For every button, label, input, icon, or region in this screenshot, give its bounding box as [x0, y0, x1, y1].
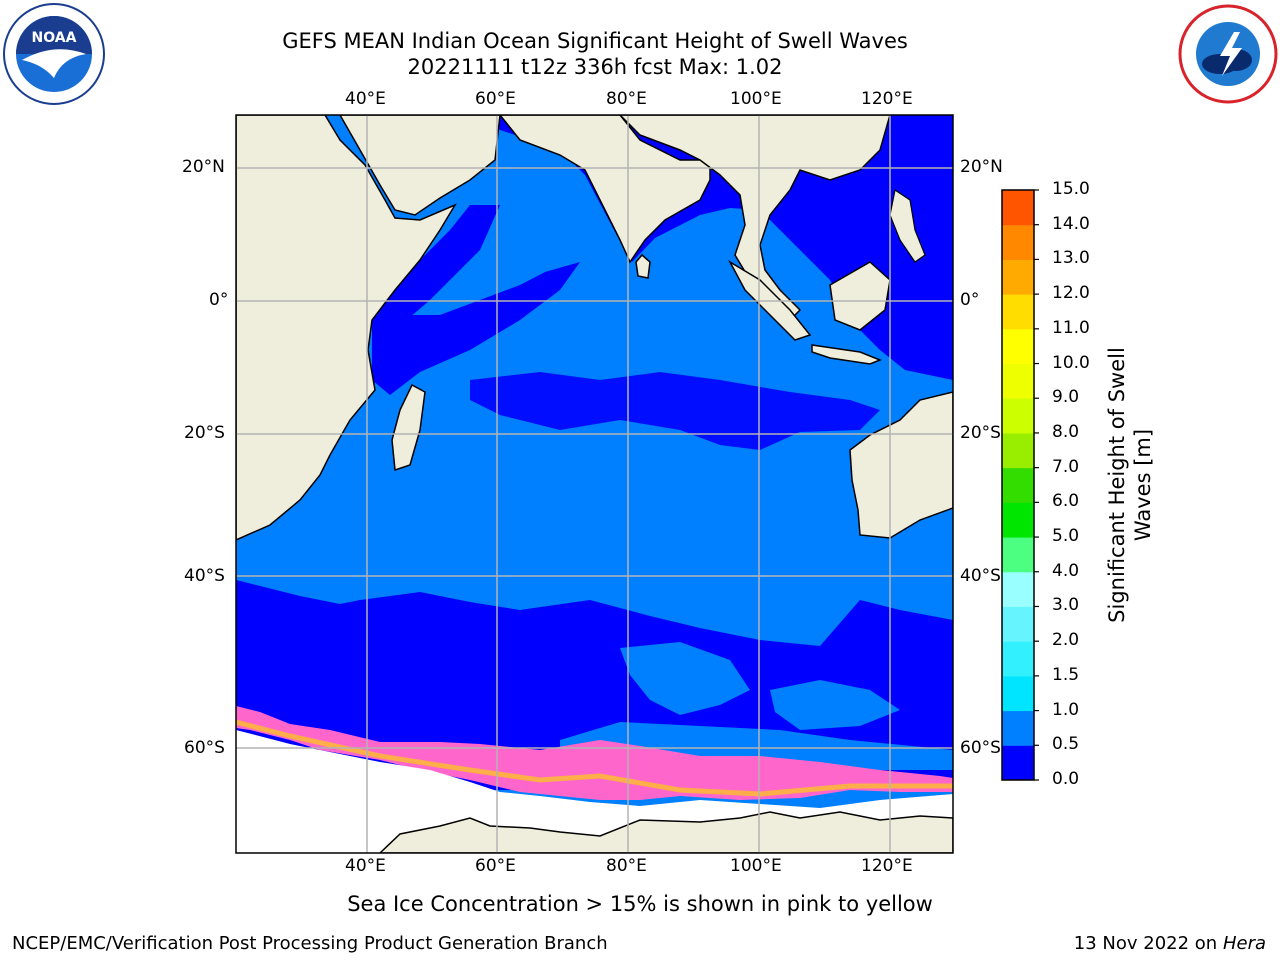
host-label: Hera	[1222, 933, 1266, 954]
date-label: 13 Nov 2022 on	[1073, 933, 1218, 954]
noaa-logo: NOAA	[3, 3, 105, 105]
svg-text:NOAA: NOAA	[32, 30, 77, 46]
colorbar-tick-label: 2.0	[1052, 630, 1080, 651]
colorbar-tick-label: 5.0	[1052, 526, 1080, 547]
colorbar-segment	[1002, 675, 1034, 712]
lon-label-bottom: 120°E	[861, 856, 913, 876]
colorbar-tick-label: 13.0	[1052, 248, 1090, 269]
colorbar-tick-label: 3.0	[1052, 595, 1080, 616]
lon-label-top: 100°E	[730, 89, 782, 109]
colorbar-tick-label: 11.0	[1052, 317, 1090, 338]
nws-logo	[1178, 4, 1278, 104]
sri-lanka-land	[635, 253, 651, 279]
lat-label-left: 20°N	[182, 157, 225, 177]
sea-ice-edge	[236, 719, 953, 797]
colorbar-segment	[1002, 537, 1034, 573]
colorbar	[1001, 189, 1039, 781]
southeast-asia-land	[618, 115, 891, 321]
colorbar-segment	[1002, 294, 1034, 330]
colorbar-tick-label: 12.0	[1052, 283, 1090, 304]
colorbar-tick-label: 8.0	[1052, 421, 1080, 442]
northern-ocean-low-swell	[370, 115, 953, 380]
title-line-1: GEFS MEAN Indian Ocean Significant Heigh…	[282, 29, 908, 53]
lon-label-top: 120°E	[861, 89, 913, 109]
lon-label-bottom: 100°E	[730, 856, 782, 876]
colorbar-segment	[1002, 328, 1034, 365]
australia-land	[849, 391, 953, 539]
colorbar-title: Significant Height of Swell Waves [m]	[1105, 347, 1155, 623]
colorbar-segment	[1002, 467, 1034, 503]
lat-label-right: 60°S	[960, 738, 1001, 758]
lon-label-top: 40°E	[345, 89, 386, 109]
philippines-land	[889, 189, 926, 263]
colorbar-segment	[1002, 641, 1034, 677]
colorbar-segment	[1002, 224, 1034, 260]
colorbar-tick-label: 7.0	[1052, 456, 1080, 477]
colorbar-tick-label: 4.0	[1052, 560, 1080, 581]
lat-label-left: 0°	[209, 290, 229, 310]
southern-ocean-mid-patch	[620, 642, 900, 730]
colorbar-tick-label: 9.0	[1052, 387, 1080, 408]
lon-gridlines	[366, 115, 891, 853]
colorbar-segment	[1002, 710, 1034, 746]
lon-label-top: 80°E	[606, 89, 647, 109]
lat-label-left: 40°S	[184, 566, 225, 586]
ice-caption: Sea Ice Concentration > 15% is shown in …	[347, 892, 933, 916]
colorbar-segment	[1002, 571, 1034, 607]
sea-ice-band	[236, 706, 953, 800]
antarctic-land	[378, 811, 953, 853]
lat-label-right: 20°N	[960, 157, 1003, 177]
madagascar-land	[391, 383, 426, 472]
map-title: GEFS MEAN Indian Ocean Significant Heigh…	[0, 28, 1190, 80]
colorbar-segment	[1002, 259, 1034, 295]
colorbar-tick-label: 0.5	[1052, 734, 1080, 755]
java-land	[811, 344, 883, 365]
colorbar-frame	[1001, 189, 1035, 781]
date-text: 13 Nov 2022 on Hera	[1074, 933, 1266, 954]
lat-gridlines	[236, 167, 953, 749]
colorbar-tick-label: 1.0	[1052, 699, 1080, 720]
western-basin-low-swell	[372, 262, 580, 395]
colorbar-tick-label: 10.0	[1052, 352, 1090, 373]
colorbar-tick-label: 15.0	[1052, 179, 1090, 199]
lon-label-bottom: 80°E	[606, 856, 647, 876]
lat-label-right: 20°S	[960, 423, 1001, 443]
colorbar-segment	[1002, 363, 1034, 399]
title-line-2: 20221111 t12z 336h fcst Max: 1.02	[407, 55, 783, 79]
colorbar-segment	[1002, 190, 1034, 226]
credit-text: NCEP/EMC/Verification Post Processing Pr…	[12, 933, 608, 954]
borneo-land	[829, 261, 891, 331]
colorbar-tick-label: 1.5	[1052, 664, 1080, 685]
colorbar-segment	[1002, 606, 1034, 642]
colorbar-segment	[1002, 432, 1034, 469]
colorbar-tick-label: 6.0	[1052, 491, 1080, 512]
colorbar-segment	[1002, 502, 1034, 538]
lon-label-bottom: 40°E	[345, 856, 386, 876]
lat-label-left: 20°S	[184, 423, 225, 443]
colorbar-segment	[1002, 398, 1034, 434]
india-land	[499, 115, 711, 264]
colorbar-tick-label: 0.0	[1052, 769, 1080, 789]
colorbar-segment	[1002, 745, 1034, 781]
lon-label-bottom: 60°E	[475, 856, 516, 876]
lat-label-right: 40°S	[960, 566, 1001, 586]
lat-label-right: 0°	[960, 290, 980, 310]
map-frame	[235, 114, 954, 854]
central-band-low-swell	[470, 372, 880, 450]
colorbar-tick-label: 14.0	[1052, 213, 1090, 234]
lat-label-left: 60°S	[184, 738, 225, 758]
lon-label-top: 60°E	[475, 89, 516, 109]
